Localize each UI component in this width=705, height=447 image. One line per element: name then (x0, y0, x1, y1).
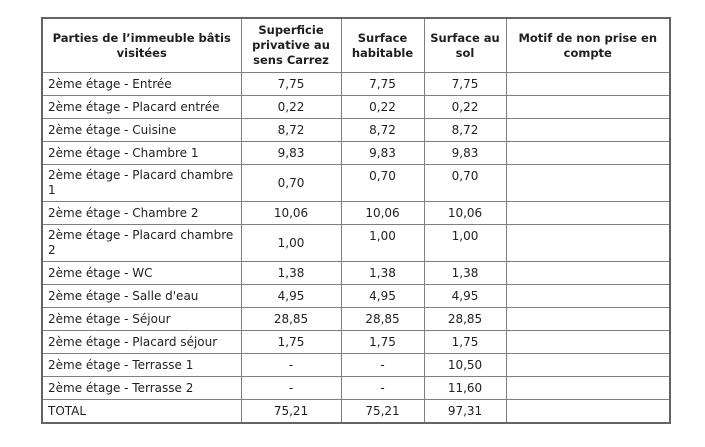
cell-room-label: TOTAL (41, 399, 242, 424)
cell-surface-au-sol: 4,95 (423, 284, 507, 308)
table-row: 2ème étage - WC 1,38 1,38 1,38 (41, 261, 671, 285)
cell-room-label: 2ème étage - WC (41, 261, 242, 285)
header-row: Parties de l’immeuble bâtis visitées Sup… (41, 17, 671, 73)
cell-motif (505, 164, 671, 202)
cell-surface-habitable: 75,21 (340, 399, 425, 424)
cell-superficie-carrez: 9,83 (240, 141, 342, 165)
table-row: TOTAL 75,21 75,21 97,31 (41, 399, 671, 424)
cell-superficie-carrez: - (240, 376, 342, 400)
cell-surface-au-sol: 8,72 (423, 118, 507, 142)
header-surface-au-sol: Surface au sol (423, 17, 507, 73)
cell-motif (505, 95, 671, 119)
cell-surface-au-sol: 1,38 (423, 261, 507, 285)
cell-surface-au-sol: 11,60 (423, 376, 507, 400)
table-row: 2ème étage - Placard séjour 1,75 1,75 1,… (41, 330, 671, 354)
cell-surface-habitable: - (340, 353, 425, 377)
table-row: 2ème étage - Salle d'eau 4,95 4,95 4,95 (41, 284, 671, 308)
cell-room-label: 2ème étage - Terrasse 2 (41, 376, 242, 400)
cell-superficie-carrez: 75,21 (240, 399, 342, 424)
table-header: Parties de l’immeuble bâtis visitées Sup… (41, 17, 671, 73)
cell-motif (505, 261, 671, 285)
cell-surface-habitable: 4,95 (340, 284, 425, 308)
cell-motif (505, 141, 671, 165)
cell-motif (505, 118, 671, 142)
table-row: 2ème étage - Placard chambre 1 0,70 0,70… (41, 164, 671, 202)
table-row: 2ème étage - Placard entrée 0,22 0,22 0,… (41, 95, 671, 119)
cell-room-label: 2ème étage - Placard entrée (41, 95, 242, 119)
cell-room-label: 2ème étage - Salle d'eau (41, 284, 242, 308)
cell-room-label: 2ème étage - Chambre 1 (41, 141, 242, 165)
cell-room-label: 2ème étage - Entrée (41, 72, 242, 96)
cell-superficie-carrez: 1,38 (240, 261, 342, 285)
header-motif-non-prise: Motif de non prise en compte (505, 17, 671, 73)
table-row: 2ème étage - Chambre 1 9,83 9,83 9,83 (41, 141, 671, 165)
cell-surface-habitable: 1,75 (340, 330, 425, 354)
cell-surface-au-sol: 1,00 (423, 224, 507, 262)
cell-surface-au-sol: 0,70 (423, 164, 507, 202)
cell-surface-au-sol: 7,75 (423, 72, 507, 96)
cell-motif (505, 330, 671, 354)
cell-surface-habitable: 28,85 (340, 307, 425, 331)
cell-superficie-carrez: 1,00 (240, 224, 342, 262)
table-row: 2ème étage - Séjour 28,85 28,85 28,85 (41, 307, 671, 331)
table-body: 2ème étage - Entrée 7,75 7,75 7,75 2ème … (41, 72, 671, 424)
cell-motif (505, 201, 671, 225)
cell-room-label: 2ème étage - Chambre 2 (41, 201, 242, 225)
cell-superficie-carrez: 10,06 (240, 201, 342, 225)
surface-measurement-table: Parties de l’immeuble bâtis visitées Sup… (41, 17, 671, 424)
cell-surface-au-sol: 0,22 (423, 95, 507, 119)
header-superficie-carrez: Superficie privative au sens Carrez (240, 17, 342, 73)
table-row: 2ème étage - Cuisine 8,72 8,72 8,72 (41, 118, 671, 142)
cell-surface-au-sol: 10,06 (423, 201, 507, 225)
cell-motif (505, 72, 671, 96)
cell-motif (505, 307, 671, 331)
cell-surface-habitable: 0,22 (340, 95, 425, 119)
cell-surface-habitable: 1,38 (340, 261, 425, 285)
cell-room-label: 2ème étage - Séjour (41, 307, 242, 331)
cell-superficie-carrez: 4,95 (240, 284, 342, 308)
cell-surface-habitable: 8,72 (340, 118, 425, 142)
table-row: 2ème étage - Terrasse 1 - - 10,50 (41, 353, 671, 377)
cell-surface-au-sol: 9,83 (423, 141, 507, 165)
cell-surface-au-sol: 28,85 (423, 307, 507, 331)
table-row: 2ème étage - Placard chambre 2 1,00 1,00… (41, 224, 671, 262)
cell-superficie-carrez: - (240, 353, 342, 377)
cell-superficie-carrez: 0,22 (240, 95, 342, 119)
table-row: 2ème étage - Terrasse 2 - - 11,60 (41, 376, 671, 400)
cell-surface-au-sol: 97,31 (423, 399, 507, 424)
cell-superficie-carrez: 28,85 (240, 307, 342, 331)
cell-motif (505, 399, 671, 424)
header-surface-habitable: Surface habitable (340, 17, 425, 73)
cell-room-label: 2ème étage - Placard chambre 1 (41, 164, 242, 202)
cell-surface-habitable: 10,06 (340, 201, 425, 225)
cell-motif (505, 224, 671, 262)
cell-motif (505, 353, 671, 377)
cell-superficie-carrez: 1,75 (240, 330, 342, 354)
table-row: 2ème étage - Entrée 7,75 7,75 7,75 (41, 72, 671, 96)
table-row: 2ème étage - Chambre 2 10,06 10,06 10,06 (41, 201, 671, 225)
cell-superficie-carrez: 0,70 (240, 164, 342, 202)
cell-surface-habitable: 0,70 (340, 164, 425, 202)
cell-superficie-carrez: 8,72 (240, 118, 342, 142)
cell-room-label: 2ème étage - Placard séjour (41, 330, 242, 354)
cell-surface-au-sol: 1,75 (423, 330, 507, 354)
cell-surface-habitable: 7,75 (340, 72, 425, 96)
cell-surface-habitable: 9,83 (340, 141, 425, 165)
cell-surface-habitable: 1,00 (340, 224, 425, 262)
cell-room-label: 2ème étage - Cuisine (41, 118, 242, 142)
cell-motif (505, 376, 671, 400)
cell-room-label: 2ème étage - Terrasse 1 (41, 353, 242, 377)
cell-surface-habitable: - (340, 376, 425, 400)
cell-motif (505, 284, 671, 308)
header-parties-immeuble: Parties de l’immeuble bâtis visitées (41, 17, 242, 73)
cell-surface-au-sol: 10,50 (423, 353, 507, 377)
cell-room-label: 2ème étage - Placard chambre 2 (41, 224, 242, 262)
cell-superficie-carrez: 7,75 (240, 72, 342, 96)
